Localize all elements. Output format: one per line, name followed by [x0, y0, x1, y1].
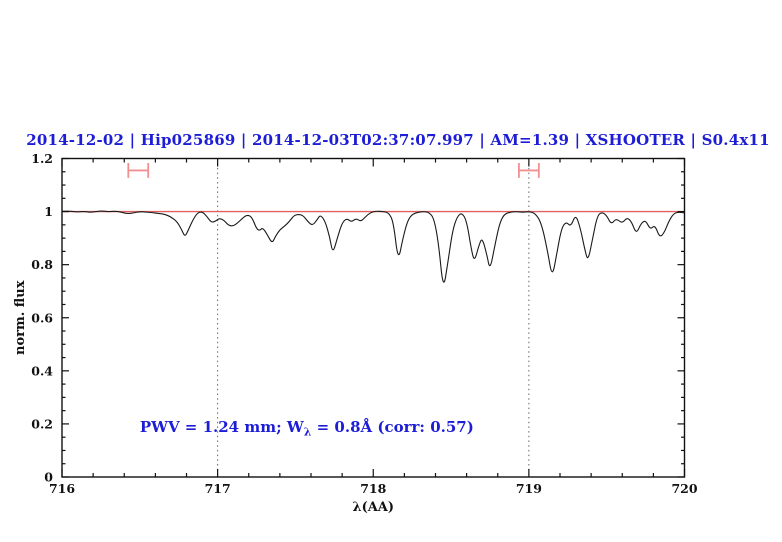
x-tick-label: 717 [205, 481, 231, 496]
range-marker [127, 163, 150, 178]
pwv-annotation: PWV = 1.24 mm; Wλ = 0.8Å (corr: 0.57) [140, 418, 474, 439]
y-axis-label: norm. flux [13, 280, 28, 355]
y-tick-label: 1 [44, 204, 53, 219]
y-tick-label: 0.4 [31, 363, 53, 378]
x-tick-label: 720 [671, 481, 697, 496]
x-tick-label: 716 [49, 481, 75, 496]
y-tick-label: 0 [44, 470, 53, 485]
range-marker [518, 163, 540, 178]
plot-title: 2014-12-02 | Hip025869 | 2014-12-03T02:3… [26, 131, 770, 149]
x-tick-label: 718 [360, 481, 386, 496]
x-axis-label: λ(AA) [352, 500, 394, 515]
y-tick-label: 0.2 [31, 416, 53, 431]
y-tick-label: 0.8 [31, 257, 53, 272]
spectrum-line [61, 210, 685, 283]
x-tick-label: 719 [516, 481, 542, 496]
y-tick-label: 1.2 [31, 151, 53, 166]
y-tick-label: 0.6 [31, 310, 53, 325]
